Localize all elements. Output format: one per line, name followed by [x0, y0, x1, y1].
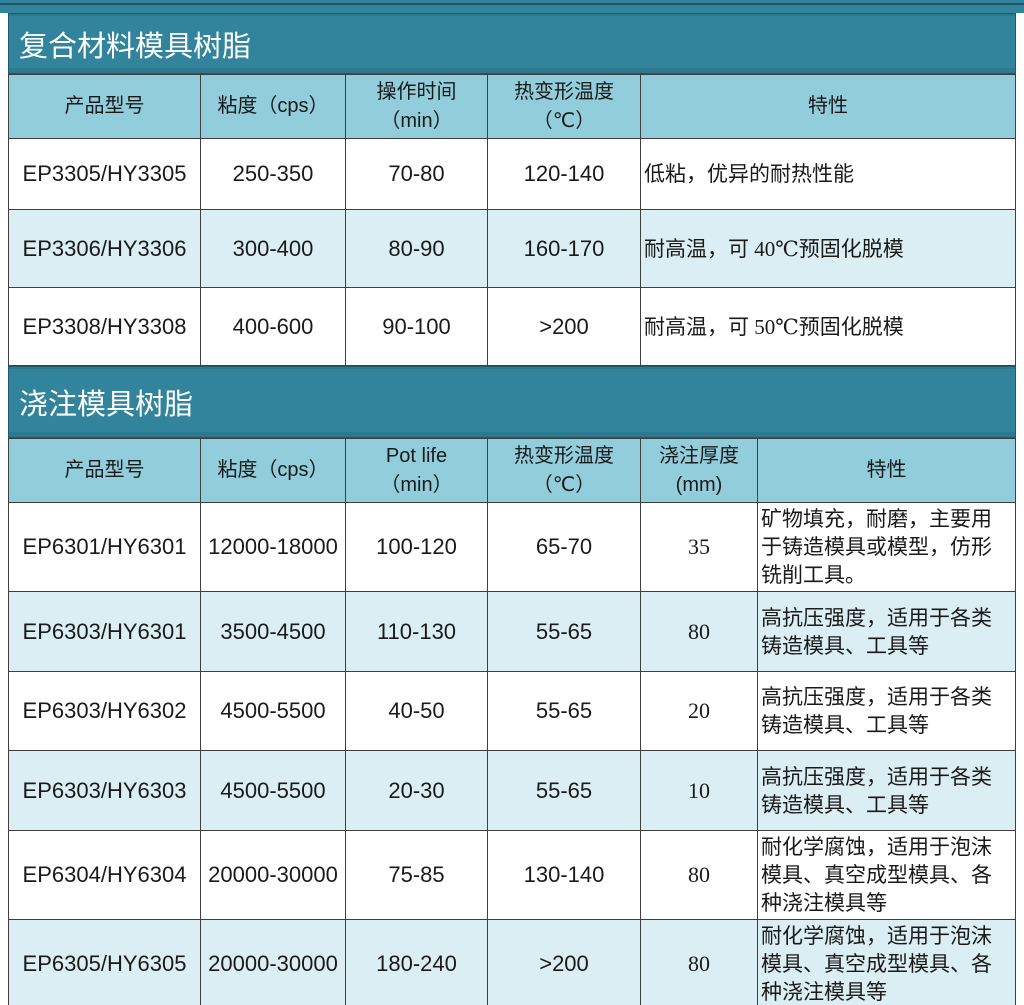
cell-hdt: 55-65 [487, 671, 641, 751]
cell-model: EP6303/HY6303 [8, 750, 201, 831]
cell-viscosity: 4500-5500 [200, 750, 346, 831]
table2-header-row: 产品型号 粘度（cps） Pot life （min） 热变形温度 （℃） 浇注厚度… [8, 438, 1016, 503]
cell-worktime: 80-90 [345, 209, 488, 288]
col-header-model: 产品型号 [8, 74, 201, 139]
table-row: EP6301/HY6301 12000-18000 100-120 65-70 … [8, 502, 1016, 592]
cell-hdt: 65-70 [487, 502, 641, 592]
cell-feature: 耐化学腐蚀，适用于泡沫模具、真空成型模具、各种浇注模具等 [757, 830, 1016, 920]
cell-model: EP3308/HY3308 [8, 287, 201, 366]
cell-model: EP3305/HY3305 [8, 138, 201, 210]
section2-title: 浇注模具树脂 [19, 389, 194, 421]
section2-title-band: 浇注模具树脂 [8, 366, 1016, 438]
cell-model: EP6303/HY6301 [8, 591, 201, 672]
cell-feature: 高抗压强度，适用于各类铸造模具、工具等 [757, 591, 1016, 672]
table-row: EP6303/HY6302 4500-5500 40-50 55-65 20 高… [8, 671, 1016, 751]
cell-model: EP6305/HY6305 [8, 919, 201, 1005]
cell-potlife: 110-130 [345, 591, 488, 672]
cell-model: EP6301/HY6301 [8, 502, 201, 592]
col-header-hdt: 热变形温度 （℃） [487, 74, 641, 139]
cell-thickness: 10 [640, 750, 758, 831]
cell-thickness: 80 [640, 591, 758, 672]
top-table-edge [0, 0, 1024, 13]
cell-thickness: 80 [640, 919, 758, 1005]
col-header-worktime: 操作时间 （min） [345, 74, 488, 139]
table-row: EP3306/HY3306 300-400 80-90 160-170 耐高温，… [8, 209, 1016, 288]
casting-resin-table: 产品型号 粘度（cps） Pot life （min） 热变形温度 （℃） 浇注厚度… [8, 438, 1016, 1005]
section1-title: 复合材料模具树脂 [19, 30, 252, 63]
table-row: EP3308/HY3308 400-600 90-100 >200 耐高温，可 … [8, 287, 1016, 366]
cell-potlife: 180-240 [345, 919, 488, 1005]
col-header-feature: 特性 [640, 74, 1016, 139]
cell-hdt: 55-65 [487, 591, 641, 672]
table-row: EP6303/HY6301 3500-4500 110-130 55-65 80… [8, 591, 1016, 672]
cell-model: EP6303/HY6302 [8, 671, 201, 751]
cell-viscosity: 4500-5500 [200, 671, 346, 751]
cell-viscosity: 12000-18000 [200, 502, 346, 592]
table-row: EP3305/HY3305 250-350 70-80 120-140 低粘，优… [8, 138, 1016, 210]
cell-thickness: 20 [640, 671, 758, 751]
cell-feature: 高抗压强度，适用于各类铸造模具、工具等 [757, 671, 1016, 751]
cell-thickness: 80 [640, 830, 758, 920]
section1-title-band: 复合材料模具树脂 [8, 13, 1016, 74]
cell-thickness: 35 [640, 502, 758, 592]
col-header-potlife: Pot life （min） [345, 438, 488, 503]
cell-viscosity: 250-350 [200, 138, 346, 210]
table-row: EP6303/HY6303 4500-5500 20-30 55-65 10 高… [8, 750, 1016, 831]
cell-feature: 矿物填充，耐磨，主要用于铸造模具或模型，仿形铣削工具。 [757, 502, 1016, 592]
cell-worktime: 70-80 [345, 138, 488, 210]
cell-hdt: 130-140 [487, 830, 641, 920]
col-header-model: 产品型号 [8, 438, 201, 503]
cell-viscosity: 300-400 [200, 209, 346, 288]
cell-viscosity: 20000-30000 [200, 919, 346, 1005]
table-row: EP6304/HY6304 20000-30000 75-85 130-140 … [8, 830, 1016, 920]
document-content: 复合材料模具树脂 产品型号 粘度（cps） 操作时间 （min） 热变形温度 （℃）… [0, 13, 1024, 1005]
cell-feature: 高抗压强度，适用于各类铸造模具、工具等 [757, 750, 1016, 831]
table-row: EP6305/HY6305 20000-30000 180-240 >200 8… [8, 919, 1016, 1005]
cell-potlife: 40-50 [345, 671, 488, 751]
cell-hdt: 160-170 [487, 209, 641, 288]
cell-potlife: 100-120 [345, 502, 488, 592]
cell-hdt: >200 [487, 287, 641, 366]
cell-model: EP6304/HY6304 [8, 830, 201, 920]
cell-feature: 耐高温，可 50℃预固化脱模 [640, 287, 1016, 366]
cell-viscosity: 3500-4500 [200, 591, 346, 672]
col-header-thickness: 浇注厚度 (mm) [640, 438, 758, 503]
cell-feature: 低粘，优异的耐热性能 [640, 138, 1016, 210]
cell-hdt: >200 [487, 919, 641, 1005]
cell-feature: 耐化学腐蚀，适用于泡沫模具、真空成型模具、各种浇注模具等 [757, 919, 1016, 1005]
cell-model: EP3306/HY3306 [8, 209, 201, 288]
cell-hdt: 120-140 [487, 138, 641, 210]
cell-viscosity: 20000-30000 [200, 830, 346, 920]
cell-hdt: 55-65 [487, 750, 641, 831]
composite-resin-table: 产品型号 粘度（cps） 操作时间 （min） 热变形温度 （℃） 特性 EP330… [8, 74, 1016, 366]
col-header-viscosity: 粘度（cps） [200, 438, 346, 503]
cell-worktime: 90-100 [345, 287, 488, 366]
cell-potlife: 20-30 [345, 750, 488, 831]
cell-potlife: 75-85 [345, 830, 488, 920]
cell-viscosity: 400-600 [200, 287, 346, 366]
col-header-feature: 特性 [757, 438, 1016, 503]
col-header-hdt: 热变形温度 （℃） [487, 438, 641, 503]
col-header-viscosity: 粘度（cps） [200, 74, 346, 139]
cell-feature: 耐高温，可 40℃预固化脱模 [640, 209, 1016, 288]
table1-header-row: 产品型号 粘度（cps） 操作时间 （min） 热变形温度 （℃） 特性 [8, 74, 1016, 139]
